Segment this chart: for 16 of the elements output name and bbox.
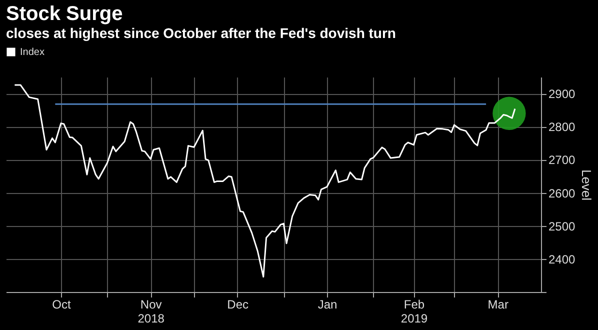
chart-title: Stock Surge [6, 3, 123, 25]
x-tick-label: Dec [227, 298, 249, 312]
x-tick-label: Mar [488, 298, 508, 312]
legend-label: Index [20, 47, 44, 58]
x-tick-label: Feb 2019 [400, 298, 428, 326]
y-tick-label: 2700 [548, 153, 576, 168]
x-tick-label: Nov 2018 [138, 298, 165, 326]
y-tick-label: 2400 [548, 252, 576, 266]
y-tick-label: 2500 [548, 219, 576, 234]
chart-subtitle: closes at highest since October after the Fed's dovish turn [6, 25, 396, 41]
y-tick-label: 2800 [548, 120, 576, 134]
y-axis-title: Level [579, 169, 594, 201]
y-tick-label: 2600 [548, 186, 576, 200]
x-tick-label: Jan [318, 298, 338, 312]
x-tick-label: Oct [52, 298, 72, 312]
y-tick-label: 2900 [548, 87, 576, 102]
